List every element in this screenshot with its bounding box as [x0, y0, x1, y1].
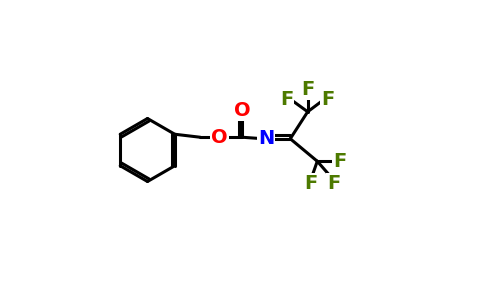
- Text: O: O: [212, 128, 228, 147]
- Text: N: N: [258, 129, 274, 148]
- Text: F: F: [321, 90, 335, 109]
- Text: F: F: [327, 174, 340, 193]
- Text: O: O: [234, 101, 251, 120]
- Text: F: F: [280, 90, 293, 109]
- Text: F: F: [301, 80, 314, 99]
- Text: F: F: [304, 174, 318, 193]
- Text: F: F: [333, 152, 347, 171]
